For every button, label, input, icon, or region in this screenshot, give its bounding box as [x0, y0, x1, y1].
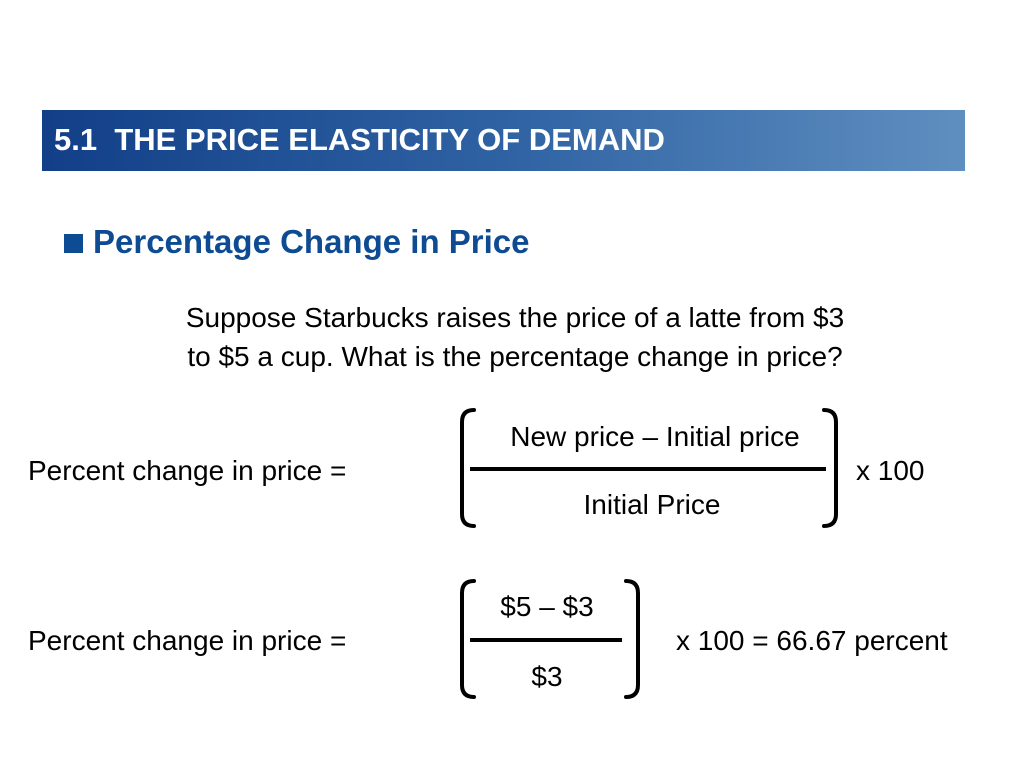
- applied-left-bracket: [460, 579, 476, 699]
- section-heading: Percentage Change in Price: [64, 222, 530, 262]
- title-bar: 5.1 THE PRICE ELASTICITY OF DEMAND: [42, 110, 965, 171]
- question-text: Suppose Starbucks raises the price of a …: [80, 298, 950, 376]
- section-heading-text: Percentage Change in Price: [93, 223, 530, 260]
- general-right-bracket: [822, 408, 838, 528]
- square-bullet-icon: [64, 233, 83, 253]
- applied-numerator: $5 – $3: [500, 591, 594, 622]
- applied-result: x 100 = 66.67 percent: [676, 625, 948, 656]
- general-multiplier: x 100: [856, 455, 925, 486]
- question-line-1: Suppose Starbucks raises the price of a …: [185, 302, 845, 333]
- question-line-2: to $5 a cup. What is the percentage chan…: [187, 341, 843, 372]
- general-numerator: New price – Initial price: [510, 421, 800, 452]
- applied-formula-label: Percent change in price =: [28, 625, 347, 656]
- general-denominator: Initial Price: [583, 489, 721, 520]
- general-left-bracket: [460, 408, 476, 528]
- applied-denominator: $3: [531, 661, 563, 692]
- slide-title: 5.1 THE PRICE ELASTICITY OF DEMAND: [54, 122, 665, 157]
- general-formula-label: Percent change in price =: [28, 455, 347, 486]
- applied-right-bracket: [624, 579, 640, 699]
